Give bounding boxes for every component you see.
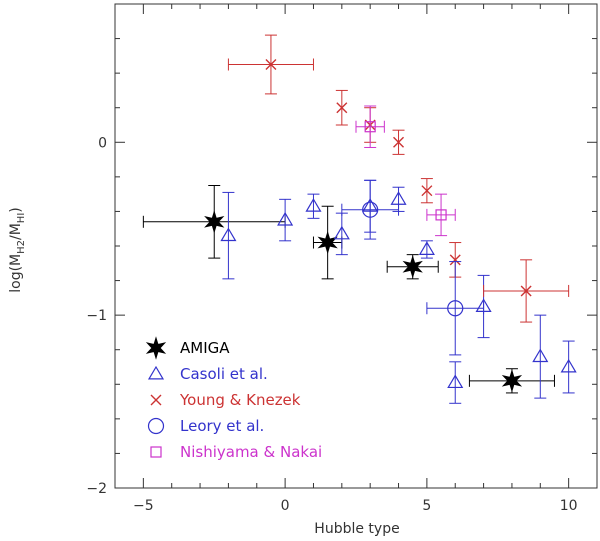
square-marker	[435, 209, 447, 221]
data-point	[392, 129, 405, 155]
y-label-sub2: HI	[16, 213, 27, 223]
data-point	[341, 179, 400, 240]
star-marker	[402, 255, 423, 279]
data-point	[142, 185, 286, 259]
triangle-marker	[220, 227, 237, 242]
y-axis-label: log(MH2/MHI)	[8, 207, 27, 293]
star-marker	[317, 230, 338, 255]
triangle-marker	[333, 225, 350, 240]
y-label-base: log(M	[8, 254, 24, 293]
y-tick-label: −2	[86, 481, 107, 497]
series-amiga	[142, 185, 555, 394]
cross-marker	[449, 254, 461, 266]
legend-star-icon	[145, 336, 167, 360]
cross-marker	[336, 102, 348, 114]
data-point	[335, 89, 348, 126]
axes: −5 0 5 10 −2 −1 0	[86, 3, 598, 514]
legend: AMIGA Casoli et al. Young & Knezek Leory et…	[145, 336, 322, 461]
triangle-marker	[532, 348, 549, 363]
triangle-marker	[277, 211, 294, 226]
legend-entry: Casoli et al.	[147, 365, 268, 383]
x-tick-label: −5	[133, 498, 154, 514]
legend-circle-icon	[147, 417, 165, 435]
data-point	[532, 314, 549, 399]
data-point	[227, 34, 314, 95]
series-casoli-et-al-	[220, 179, 577, 404]
data-point	[386, 254, 439, 280]
legend-label: Young & Knezek	[179, 391, 301, 409]
data-point	[468, 368, 555, 394]
data-layer	[142, 34, 577, 404]
series-nishiyama-nakai	[355, 105, 456, 237]
legend-triangle-icon	[147, 365, 165, 380]
triangle-marker	[418, 241, 435, 255]
x-tick-label: 5	[422, 498, 431, 514]
data-point	[333, 212, 350, 256]
data-point	[426, 261, 485, 356]
legend-entry: AMIGA	[145, 336, 230, 360]
data-point	[355, 105, 385, 148]
legend-label: AMIGA	[180, 339, 230, 357]
legend-entry: Young & Knezek	[150, 391, 301, 409]
cross-marker	[520, 285, 532, 297]
star-marker	[204, 210, 225, 234]
legend-label: Leory et al.	[180, 417, 264, 435]
x-axis-label: Hubble type	[314, 521, 399, 537]
triangle-marker	[305, 198, 322, 212]
legend-entry: Nishiyama & Nakai	[150, 443, 322, 461]
y-label-mid: /M	[8, 223, 24, 240]
legend-entry: Leory et al.	[147, 417, 264, 435]
data-point	[418, 240, 435, 259]
data-point	[220, 191, 237, 280]
legend-label: Nishiyama & Nakai	[180, 443, 322, 461]
data-point	[305, 193, 322, 219]
data-point	[277, 198, 294, 242]
legend-label: Casoli et al.	[180, 365, 268, 383]
x-tick-label: 0	[281, 498, 290, 514]
data-point	[560, 340, 577, 394]
legend-cross-icon	[150, 394, 162, 406]
y-label-sub1: H2	[16, 240, 27, 254]
circle-marker	[362, 201, 379, 218]
series-leory-et-al-	[341, 179, 485, 356]
cross-marker	[421, 185, 433, 197]
y-label-end: )	[8, 207, 24, 212]
data-point	[483, 259, 570, 323]
data-point	[426, 193, 456, 237]
triangle-marker	[560, 358, 577, 373]
cross-marker	[265, 59, 277, 70]
circle-marker	[447, 300, 464, 317]
cross-marker	[393, 136, 405, 148]
data-point	[312, 205, 343, 280]
series-young-knezek	[227, 34, 570, 323]
legend-square-icon	[150, 446, 162, 458]
data-point	[420, 178, 433, 204]
data-point	[447, 361, 464, 404]
square-marker	[364, 121, 376, 133]
y-tick-label: −1	[86, 308, 107, 324]
star-marker	[501, 369, 523, 393]
plot-frame	[114, 3, 598, 489]
x-tick-label: 10	[560, 498, 578, 514]
y-tick-label: 0	[98, 135, 107, 151]
triangle-marker	[447, 374, 464, 389]
